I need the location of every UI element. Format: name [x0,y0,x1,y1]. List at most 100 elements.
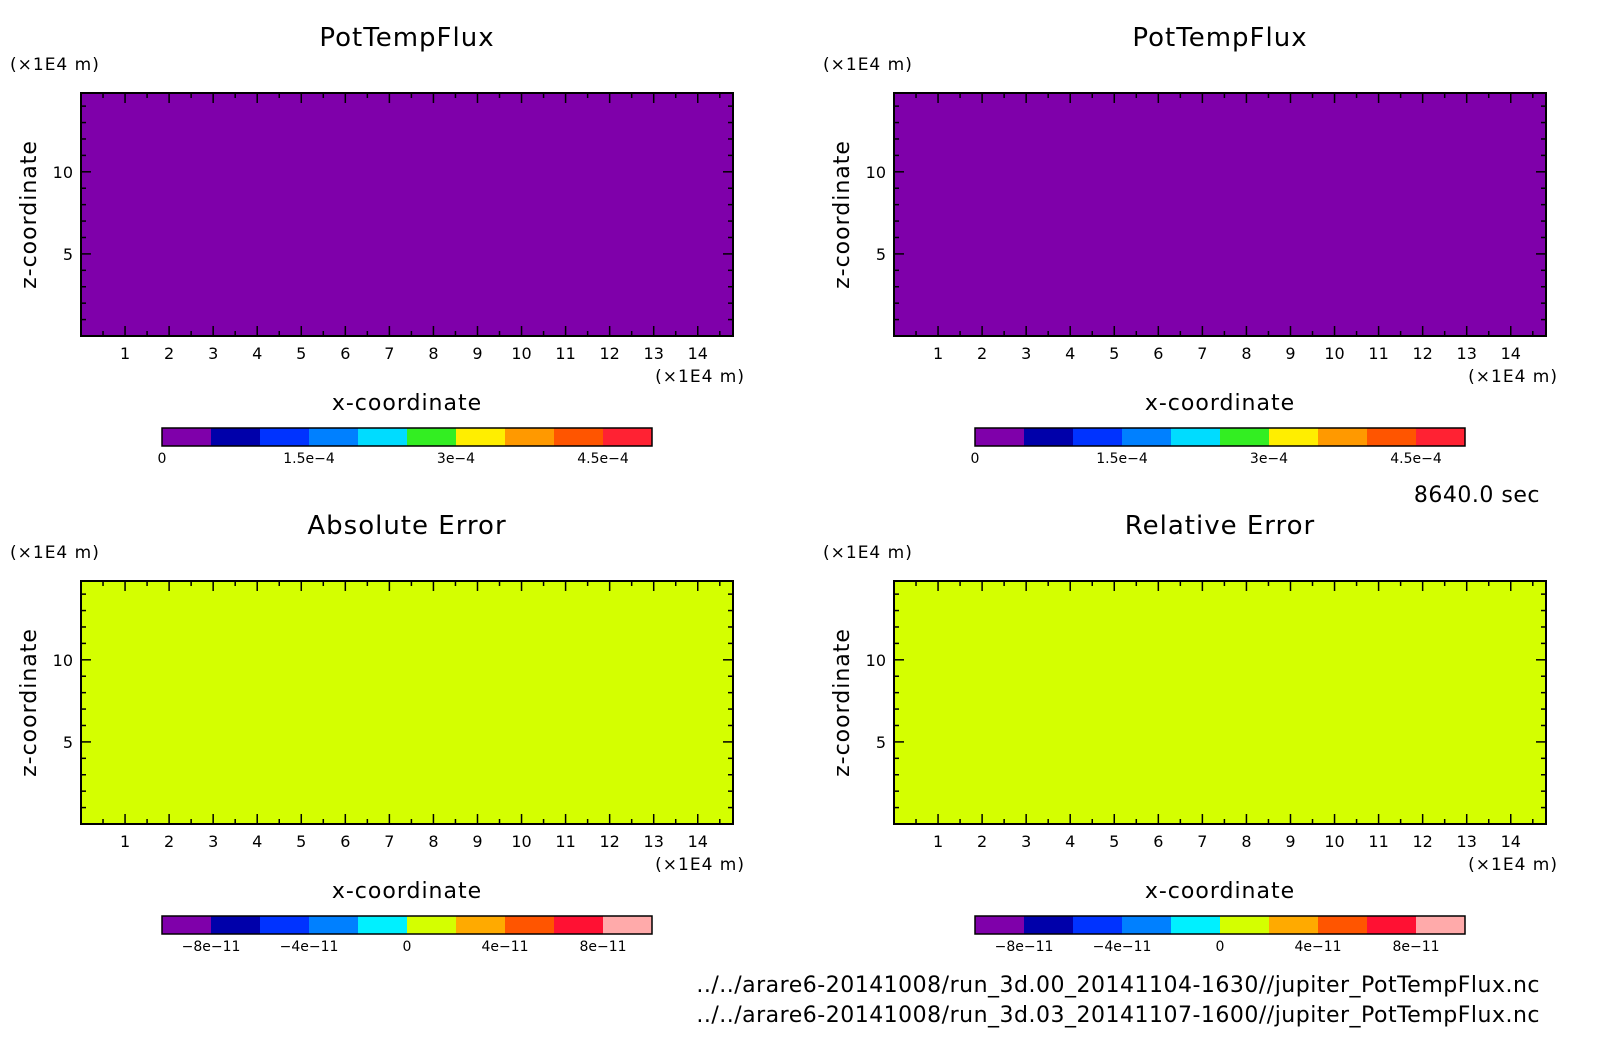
colorbar-segment [1171,428,1220,446]
colorbar-segment [309,428,358,446]
x-tick-label: 9 [472,832,482,851]
x-tick-label: 9 [1285,344,1295,363]
colorbar-frame [974,915,1466,935]
colorbar-segment [1367,916,1416,934]
colorbar-tick-label: 0 [403,939,412,955]
x-tick-label: 5 [296,344,306,363]
colorbar-segment [456,428,505,446]
colorbar-frame [161,427,653,447]
colorbar-segment [1269,428,1318,446]
plot-frame [80,92,734,337]
x-tick-label: 12 [599,832,619,851]
y-tick-label: 5 [876,733,886,752]
y-tick-label: 10 [866,651,886,670]
x-tick-label: 14 [1501,344,1521,363]
x-tick-label: 2 [977,344,987,363]
x-tick-label: 2 [164,832,174,851]
y-tick-label: 10 [53,163,73,182]
colorbar-tick-label: 1.5e−4 [1096,451,1148,467]
x-tick-label: 14 [688,344,708,363]
x-tick-label: 1 [933,344,943,363]
x-axis-label: x-coordinate [332,391,482,416]
y-axis-label: z-coordinate [830,628,855,777]
x-tick-label: 2 [977,832,987,851]
colorbar-segment [1073,916,1122,934]
colorbar-tick-label: 3e−4 [437,451,475,467]
x-unit-label: (×1E4 m) [655,367,745,387]
colorbar-segment [1269,916,1318,934]
colorbar-segment [162,428,211,446]
x-tick-label: 14 [688,832,708,851]
colorbar-segment [505,428,554,446]
x-tick-label: 13 [644,832,664,851]
colorbar-tick-label: 0 [971,451,980,467]
panels: PotTempFlux(×1E4 m)1 2 3 4 5 6 7 8 9 10 11 12 13 1451… [10,23,1558,955]
y-tick-label: 10 [866,163,886,182]
x-tick-label: 13 [1457,832,1477,851]
x-tick-label: 7 [384,344,394,363]
x-tick-label: 6 [1153,344,1163,363]
colorbar-tick-label: 8e−11 [1392,939,1439,955]
colorbar-tick-label: 3e−4 [1250,451,1288,467]
x-unit-label: (×1E4 m) [1468,855,1558,875]
y-tick-label: 10 [53,651,73,670]
colorbar-tick-label: 0 [158,451,167,467]
x-tick-label: 8 [1241,832,1251,851]
x-tick-label: 6 [340,832,350,851]
y-tick-label: 5 [63,245,73,264]
colorbar-segment [358,428,407,446]
x-tick-label: 9 [1285,832,1295,851]
panel-1: PotTempFlux(×1E4 m)1 2 3 4 5 6 7 8 9 10 11 12 13 1451… [10,23,745,467]
colorbar-segment [162,916,211,934]
colorbar-segment [1171,916,1220,934]
colorbar-segment [975,916,1024,934]
x-unit-label: (×1E4 m) [655,855,745,875]
x-tick-label: 14 [1501,832,1521,851]
time-label: 8640.0 sec [1414,483,1540,508]
colorbar-segment [975,428,1024,446]
x-tick-label: 1 [120,344,130,363]
x-tick-label: 10 [511,344,531,363]
x-tick-label: 4 [1065,832,1075,851]
x-tick-label: 8 [428,832,438,851]
x-tick-label: 11 [1368,344,1388,363]
y-unit-label: (×1E4 m) [10,55,100,75]
x-tick-label: 5 [1109,832,1119,851]
y-tick-label: 5 [63,733,73,752]
y-axis-label: z-coordinate [830,140,855,289]
field-fill [81,581,733,824]
x-tick-label: 7 [384,832,394,851]
x-tick-label: 1 [120,832,130,851]
x-tick-label: 6 [340,344,350,363]
colorbar-segment [554,428,603,446]
panel-4: Relative Error(×1E4 m)1 2 3 4 5 6 7 8 9 10 11 12 13 1… [823,511,1558,955]
panel-2: PotTempFlux(×1E4 m)1 2 3 4 5 6 7 8 9 10 11 12 13 1451… [823,23,1557,467]
x-tick-label: 11 [1368,832,1388,851]
x-tick-label: 5 [1109,344,1119,363]
x-tick-label: 3 [1021,344,1031,363]
colorbar-segment [407,916,456,934]
x-tick-label: 7 [1197,832,1207,851]
x-tick-label: 3 [208,344,218,363]
colorbar-segment [1367,428,1416,446]
x-tick-label: 13 [1457,344,1477,363]
x-tick-label: 8 [1241,344,1251,363]
colorbar-tick-label: 0 [1216,939,1225,955]
x-tick-label: 12 [599,344,619,363]
colorbar-segment [211,428,260,446]
colorbar-segment [554,916,603,934]
colorbar-segment [260,916,309,934]
colorbar-segment [1024,916,1073,934]
field-fill [81,93,733,336]
colorbar-segment [211,916,260,934]
x-tick-label: 11 [555,344,575,363]
colorbar-tick-label: 8e−11 [579,939,626,955]
file-path-2: ../../arare6-20141008/run_3d.03_20141107… [696,1003,1540,1028]
y-tick-label: 5 [876,245,886,264]
x-tick-label: 12 [1412,344,1432,363]
field-fill [894,93,1546,336]
panel-title: PotTempFlux [1132,23,1307,53]
panel-title: Relative Error [1125,511,1316,541]
x-tick-label: 9 [472,344,482,363]
